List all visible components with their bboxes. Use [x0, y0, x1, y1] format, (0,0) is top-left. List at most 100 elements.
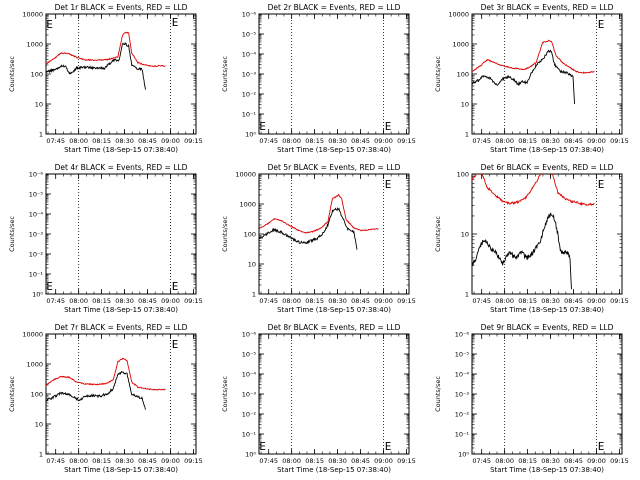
x-tick-label: 09:15 — [184, 137, 203, 145]
y-tick-label: 10⁻² — [455, 411, 470, 419]
x-tick-label: 08:45 — [564, 297, 583, 305]
detector-panel-3: Det 3r BLACK = Events, RED = LLD10000100… — [434, 3, 629, 154]
lld-series-line — [46, 31, 166, 68]
y-tick-label: 1 — [252, 291, 256, 299]
events-series-line — [472, 212, 572, 290]
x-tick-label: 09:00 — [374, 137, 393, 145]
x-tick-label: 08:45 — [351, 457, 370, 465]
x-axis-label: Start Time (18-Sep-15 07:38:40) — [277, 466, 391, 474]
y-axis-label: Counts/sec — [8, 216, 16, 252]
y-tick-label: 10⁻⁴ — [242, 371, 257, 379]
y-axis-label: Counts/sec — [221, 56, 229, 92]
plot-frame — [471, 13, 623, 135]
event-marker-label: E — [46, 280, 53, 293]
y-tick-label: 10⁻⁴ — [242, 51, 257, 59]
x-tick-label: 07:45 — [46, 137, 65, 145]
y-tick-label: 1000 — [26, 361, 43, 369]
x-tick-label: 08:15 — [305, 137, 324, 145]
event-marker-label: E — [46, 18, 53, 31]
plot-frame — [258, 13, 410, 135]
y-tick-label: 1 — [465, 131, 469, 139]
y-axis-label: Counts/sec — [434, 56, 442, 92]
y-tick-label: 10⁻⁵ — [29, 191, 44, 199]
x-tick-label: 09:15 — [184, 297, 203, 305]
x-tick-label: 09:15 — [397, 457, 416, 465]
panel-title: Det 3r BLACK = Events, RED = LLD — [481, 3, 614, 12]
panel-title: Det 8r BLACK = Events, RED = LLD — [268, 323, 401, 332]
x-tick-label: 07:45 — [259, 297, 278, 305]
y-axis-label: Counts/sec — [221, 216, 229, 252]
events-series-line — [472, 49, 576, 105]
x-axis-label: Start Time (18-Sep-15 07:38:40) — [64, 306, 178, 314]
x-tick-label: 08:30 — [115, 457, 134, 465]
y-tick-label: 100 — [457, 171, 469, 179]
x-tick-label: 09:15 — [610, 137, 629, 145]
y-tick-label: 1 — [39, 131, 43, 139]
y-tick-label: 10⁻¹ — [242, 111, 257, 119]
event-marker-label: E — [172, 338, 179, 351]
plot-frame — [471, 173, 623, 295]
x-tick-label: 09:15 — [610, 297, 629, 305]
y-axis-label: Counts/sec — [434, 376, 442, 412]
plot-frame — [471, 333, 623, 455]
y-tick-label: 100 — [457, 71, 469, 79]
y-tick-label: 10 — [461, 231, 469, 239]
x-tick-label: 08:30 — [541, 137, 560, 145]
x-tick-label: 08:15 — [305, 297, 324, 305]
event-marker-label: E — [259, 440, 266, 453]
x-tick-label: 09:15 — [397, 297, 416, 305]
x-tick-label: 08:15 — [92, 457, 111, 465]
x-tick-label: 07:45 — [472, 457, 491, 465]
lld-series-line — [259, 193, 379, 234]
x-tick-label: 08:15 — [518, 297, 537, 305]
x-tick-label: 08:15 — [92, 297, 111, 305]
event-marker-label: E — [385, 120, 392, 133]
y-tick-label: 10⁻⁴ — [29, 211, 44, 219]
x-tick-label: 08:45 — [351, 297, 370, 305]
detector-panel-8: Det 8r BLACK = Events, RED = LLD 10⁻⁶ 10⁻⁵… — [221, 323, 416, 474]
x-tick-label: 08:45 — [564, 457, 583, 465]
x-tick-label: 08:00 — [69, 297, 88, 305]
event-marker-label: E — [172, 16, 179, 29]
y-tick-label: 10 — [35, 101, 43, 109]
x-axis-label: Start Time (18-Sep-15 07:38:40) — [64, 466, 178, 474]
y-tick-label: 10⁻⁶ — [29, 171, 44, 179]
event-marker-label: E — [598, 178, 605, 191]
x-tick-label: 08:00 — [282, 457, 301, 465]
plot-frame — [258, 173, 410, 295]
y-axis-label: Counts/sec — [434, 216, 442, 252]
y-tick-label: 10⁻⁶ — [242, 11, 257, 19]
x-tick-label: 09:15 — [610, 457, 629, 465]
panel-title: Det 5r BLACK = Events, RED = LLD — [268, 163, 401, 172]
x-tick-label: 08:45 — [138, 297, 157, 305]
x-axis-label: Start Time (18-Sep-15 07:38:40) — [277, 146, 391, 154]
y-tick-label: 10⁰ — [245, 131, 256, 139]
x-tick-label: 08:15 — [518, 137, 537, 145]
x-tick-label: 08:00 — [495, 137, 514, 145]
events-series-line — [46, 41, 146, 90]
panel-title: Det 9r BLACK = Events, RED = LLD — [481, 323, 614, 332]
y-axis-label: Counts/sec — [221, 376, 229, 412]
event-marker-label: E — [598, 18, 605, 31]
x-tick-label: 08:15 — [92, 137, 111, 145]
x-tick-label: 09:15 — [184, 457, 203, 465]
y-tick-label: 100 — [244, 231, 256, 239]
x-tick-label: 07:45 — [259, 137, 278, 145]
x-tick-label: 08:45 — [564, 137, 583, 145]
y-tick-label: 10⁻⁶ — [455, 331, 470, 339]
y-tick-label: 10⁰ — [32, 291, 43, 299]
y-tick-label: 1000 — [239, 201, 256, 209]
x-tick-label: 09:15 — [397, 137, 416, 145]
y-tick-label: 10⁻⁴ — [455, 371, 470, 379]
x-tick-label: 07:45 — [46, 297, 65, 305]
event-marker-label: E — [385, 440, 392, 453]
detector-panel-7: Det 7r BLACK = Events, RED = LLD10000100… — [8, 323, 203, 474]
x-tick-label: 09:00 — [161, 297, 180, 305]
x-axis-label: Start Time (18-Sep-15 07:38:40) — [490, 466, 604, 474]
events-series-line — [46, 370, 146, 410]
plot-frame — [258, 333, 410, 455]
y-tick-label: 10⁻³ — [242, 71, 257, 79]
event-marker-label: E — [385, 178, 392, 191]
